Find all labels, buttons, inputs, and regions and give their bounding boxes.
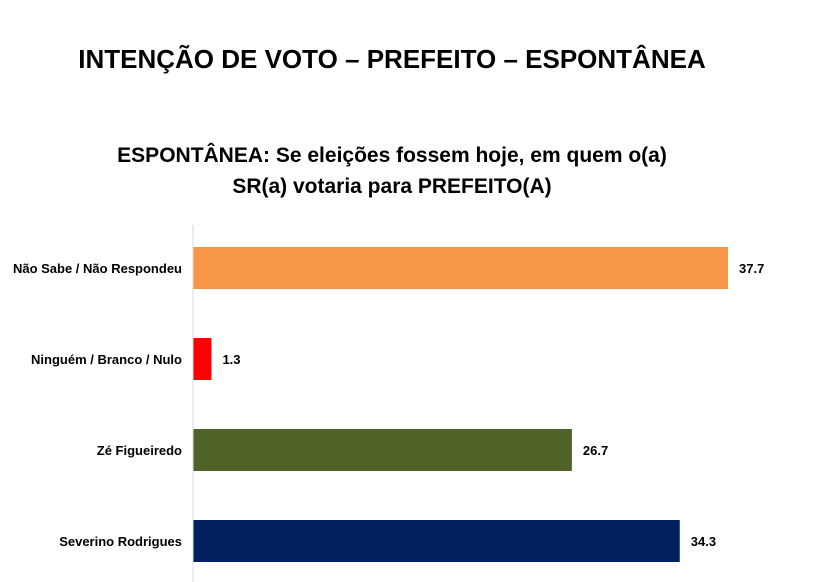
category-label-1: Ninguém / Branco / Nulo [31, 352, 182, 367]
value-label-3: 34.3 [691, 534, 716, 549]
category-label-0: Não Sabe / Não Respondeu [13, 261, 182, 276]
category-label-3: Severino Rodrigues [59, 534, 182, 549]
bar-3 [193, 520, 680, 562]
bar-0 [193, 247, 728, 289]
bar-1 [193, 338, 212, 380]
category-label-2: Zé Figueiredo [97, 443, 182, 458]
value-label-2: 26.7 [583, 443, 608, 458]
value-label-0: 37.7 [739, 261, 764, 276]
chart-title: ESPONTÂNEA: Se eleições fossem hoje, em … [0, 140, 784, 202]
value-label-1: 1.3 [222, 352, 240, 367]
bar-2 [193, 429, 572, 471]
chart-title-line-2: SR(a) votaria para PREFEITO(A) [232, 175, 552, 198]
page-title: INTENÇÃO DE VOTO – PREFEITO – ESPONTÂNEA [78, 44, 706, 74]
chart-title-line-1: ESPONTÂNEA: Se eleições fossem hoje, em … [117, 144, 667, 167]
